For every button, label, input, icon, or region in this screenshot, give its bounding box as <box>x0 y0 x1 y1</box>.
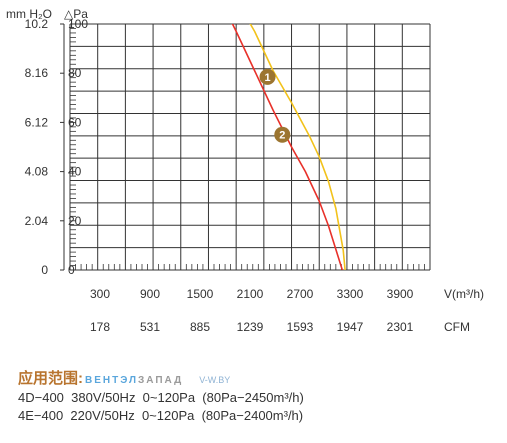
mmh2o-tick-label: 10.2 <box>25 17 49 31</box>
series-1-badge <box>259 68 276 85</box>
cfm-tick-label: 531 <box>140 320 160 334</box>
cfm-tick-label: 2301 <box>387 320 414 334</box>
brand-watermark-part2: ЗАПАД <box>137 375 184 386</box>
model-4d-400-spec: 4D−400 380V/50Hz 0~120Pa (80Pa−2450m³/h) <box>18 390 304 405</box>
cfm-tick-label: 178 <box>90 320 110 334</box>
m3h-tick-label: 2100 <box>237 287 264 301</box>
pa-tick-label: 60 <box>68 115 82 129</box>
chart-axes <box>60 23 65 271</box>
application-info: 应用范围: ВЕНТЭЛ ЗАПАД V-W.BY 4D−400 380V/50… <box>18 367 498 425</box>
cfm-tick-label: 1239 <box>237 320 264 334</box>
m3h-tick-label: 2700 <box>287 287 314 301</box>
mmh2o-axis-label: mm H₂O <box>6 7 52 21</box>
pa-tick-label: 40 <box>68 165 82 179</box>
pa-axis-label: △Pa <box>64 7 88 21</box>
series-1-curve <box>249 24 346 270</box>
m3h-tick-label: 900 <box>140 287 160 301</box>
series-2-curve <box>231 24 344 270</box>
chart-curves <box>231 24 346 270</box>
m3h-tick-label: 3900 <box>387 287 414 301</box>
series-2-badge <box>274 126 291 143</box>
fan-performance-chart: mm H₂O △Pa 12 02040608010002.044.086.128… <box>6 7 484 334</box>
cfm-tick-label: 1593 <box>287 320 314 334</box>
mmh2o-tick-label: 6.12 <box>25 115 49 129</box>
cfm-tick-label: 1947 <box>337 320 364 334</box>
m3h-tick-label: 3300 <box>337 287 364 301</box>
chart-grid <box>69 23 431 271</box>
mmh2o-tick-label: 8.16 <box>25 66 49 80</box>
pa-tick-label: 0 <box>68 263 75 277</box>
pa-tick-label: 80 <box>68 66 82 80</box>
cfm-axis-label: CFM <box>444 320 470 334</box>
m3h-tick-label: 1500 <box>187 287 214 301</box>
y-tick-labels: 0 20 40 60 80 100 0 2.04 4.08 6.12 8.16 10.2 <box>25 17 89 277</box>
pa-tick-label: 20 <box>68 214 82 228</box>
minor-ticks <box>70 28 425 270</box>
series-1-badge-label: 1 <box>264 72 270 84</box>
application-row: 应用范围: ВЕНТЭЛ ЗАПАД V-W.BY <box>18 367 498 389</box>
site-watermark: V-W.BY <box>199 375 231 385</box>
cfm-tick-label: 885 <box>190 320 210 334</box>
m3h-axis-label: V(m³/h) <box>444 287 484 301</box>
brand-watermark-part1: ВЕНТЭЛ <box>85 375 138 386</box>
mmh2o-tick-label: 4.08 <box>25 165 49 179</box>
x-tick-labels: 300 900 1500 2100 2700 3300 3900 178 531 885 1239 1… <box>90 287 414 334</box>
application-label: 应用范围: <box>18 370 83 387</box>
mmh2o-tick-label: 0 <box>41 263 48 277</box>
m3h-tick-label: 300 <box>90 287 110 301</box>
series-2-badge-label: 2 <box>279 130 285 142</box>
mmh2o-tick-label: 2.04 <box>25 214 49 228</box>
pa-tick-label: 100 <box>68 17 88 31</box>
model-4e-400-spec: 4E−400 220V/50Hz 0~120Pa (80Pa−2400m³/h) <box>18 408 304 423</box>
curve-badges: 12 <box>259 68 291 143</box>
